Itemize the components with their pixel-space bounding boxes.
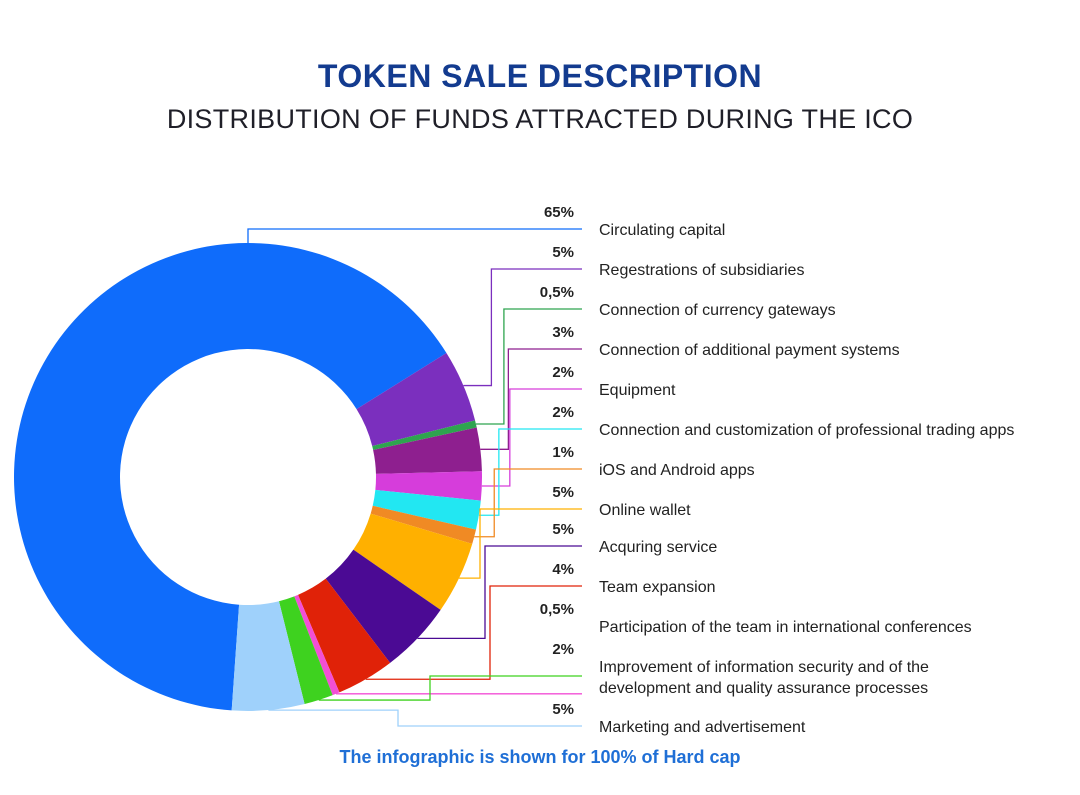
slice-category-label: Circulating capital xyxy=(599,222,725,239)
chart-subtitle: DISTRIBUTION OF FUNDS ATTRACTED DURING T… xyxy=(166,104,914,134)
slice-ios-and-android-apps xyxy=(370,505,477,544)
leader-line-connection-and-customization-of-professional-trading-apps xyxy=(478,428,582,516)
leader-line-improvement-of-information-security-and-of-the-development-and-quality-assurance-processes xyxy=(318,675,582,701)
slice-value-label: 2% xyxy=(552,641,574,658)
slice-category-label: Connection of currency gateways xyxy=(599,302,836,319)
slice-value-label: 2% xyxy=(552,404,574,421)
slice-improvement-of-information-security-and-of-the-development-and-quality-assurance-processes xyxy=(278,596,333,705)
leader-line-team-expansion xyxy=(365,585,582,680)
leader-line-connection-of-additional-payment-systems xyxy=(480,348,582,450)
slice-team-expansion xyxy=(298,578,391,693)
slice-value-label: 5% xyxy=(552,701,574,718)
leader-line-connection-of-currency-gateways xyxy=(475,308,582,425)
slice-circulating-capital xyxy=(14,243,447,711)
slice-category-label: Improvement of information security and … xyxy=(599,659,929,697)
leader-line-circulating-capital xyxy=(247,228,582,245)
chart-title: TOKEN SALE DESCRIPTION xyxy=(317,58,763,94)
slice-connection-and-customization-of-professional-trading-apps xyxy=(372,489,481,530)
slice-value-label: 4% xyxy=(552,561,574,578)
slice-equipment xyxy=(375,471,482,501)
slice-category-label: Connection of additional payment systems xyxy=(599,342,900,359)
slice-value-label: 65% xyxy=(544,204,574,221)
slice-value-label: 0,5% xyxy=(540,284,574,301)
slice-participation-of-the-team-in-international-conferences xyxy=(294,594,340,696)
slice-category-label: Regestrations of subsidiaries xyxy=(599,262,804,279)
slice-regestrations-of-subsidiaries xyxy=(356,352,476,447)
slice-value-label: 5% xyxy=(552,521,574,538)
slice-online-wallet xyxy=(353,513,473,610)
slice-value-label: 5% xyxy=(552,244,574,261)
slice-category-label: Marketing and advertisement xyxy=(599,719,806,736)
leader-line-regestrations-of-subsidiaries xyxy=(463,268,582,387)
slice-value-label: 3% xyxy=(552,324,574,341)
slice-connection-of-currency-gateways xyxy=(372,420,477,450)
slice-value-label: 5% xyxy=(552,484,574,501)
leader-line-acquring-service xyxy=(417,545,582,640)
leader-line-online-wallet xyxy=(459,508,582,579)
slice-category-label: Equipment xyxy=(599,382,676,399)
slice-connection-of-additional-payment-systems xyxy=(373,427,482,474)
slice-acquring-service xyxy=(325,549,441,663)
slice-value-label: 1% xyxy=(552,444,574,461)
leader-line-marketing-and-advertisement xyxy=(268,709,582,727)
slice-category-label: Acquring service xyxy=(599,539,717,556)
legend: 65% Circulating capital 5% Regestrations of… xyxy=(247,204,1014,736)
slice-category-label: Online wallet xyxy=(599,502,691,519)
slice-category-label: Team expansion xyxy=(599,579,716,596)
slice-marketing-and-advertisement xyxy=(231,601,305,711)
slice-value-label: 2% xyxy=(552,364,574,381)
leader-line-equipment xyxy=(481,388,582,487)
leader-line-ios-and-android-apps xyxy=(474,468,582,538)
slice-category-label: Participation of the team in internation… xyxy=(599,619,972,636)
slice-value-label: 0,5% xyxy=(540,601,574,618)
donut-slices xyxy=(14,243,482,711)
hard-cap-note: The infographic is shown for 100% of Har… xyxy=(339,747,741,767)
slice-category-label: iOS and Android apps xyxy=(599,462,755,479)
slice-category-label: Connection and customization of professi… xyxy=(599,422,1014,439)
